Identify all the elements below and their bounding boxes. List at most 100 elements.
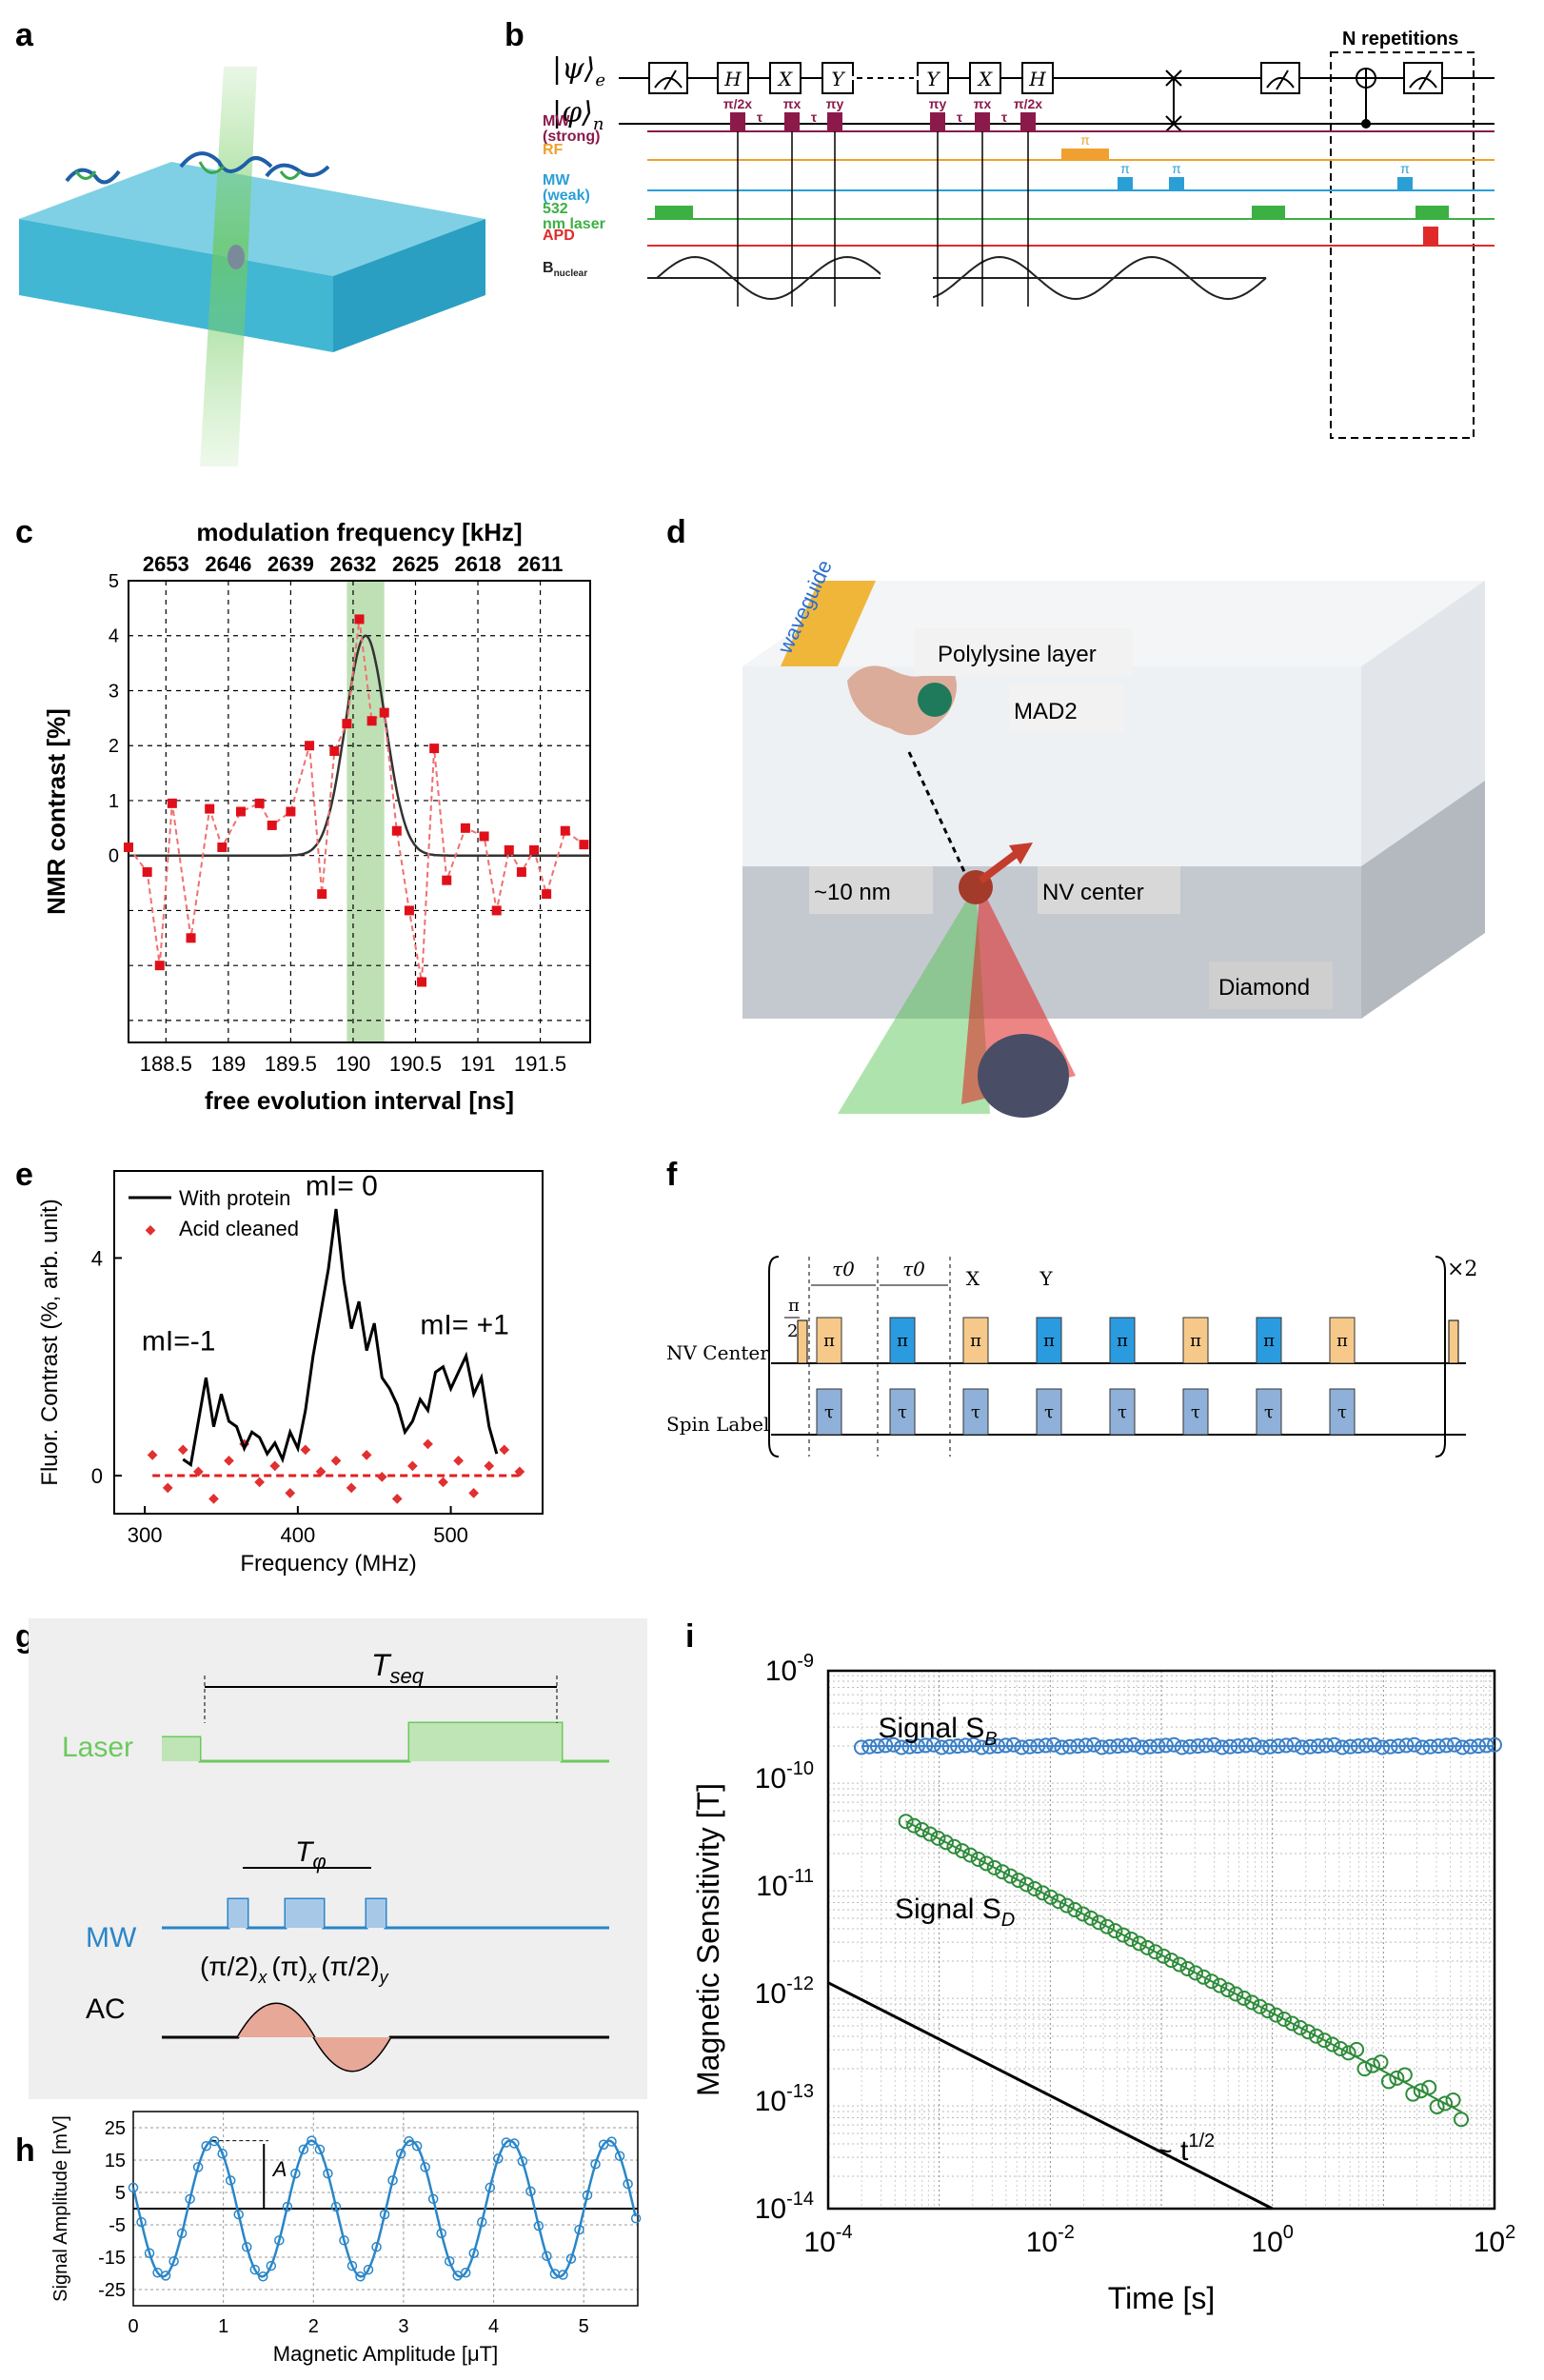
psi-e-label: |ψ⟩e <box>552 52 605 90</box>
signal-sd-point <box>1356 2061 1373 2077</box>
signal-sd-point <box>1219 1982 1236 1998</box>
signal-sd-point <box>1067 1902 1083 1918</box>
signal-sd-point <box>1405 2086 1421 2102</box>
signal-sb-point <box>1222 1738 1238 1755</box>
signal-sd-point <box>1019 1876 1035 1893</box>
signal-sb-point <box>1431 1738 1447 1755</box>
signal-sd-point <box>1091 1914 1107 1931</box>
acid-point: ◆ <box>193 1462 204 1478</box>
signal-sb-point <box>990 1738 1006 1755</box>
measure-gate-2 <box>1260 62 1300 94</box>
panel-label-a: a <box>15 17 33 53</box>
signal-sb-point <box>998 1737 1014 1754</box>
weak-pulse-label: π <box>1172 161 1181 176</box>
signal-sb-point <box>1478 1737 1495 1754</box>
signal-sb-point <box>1021 1738 1038 1755</box>
reference-label: ~ t1/2 <box>1156 2131 1215 2167</box>
signal-sd-point <box>1163 1953 1179 1969</box>
signal-point <box>395 2148 406 2159</box>
pulse-label: π/2x <box>1014 96 1042 111</box>
signal-sd-point <box>1147 1944 1163 1960</box>
acid-point: ◆ <box>254 1474 265 1489</box>
data-point <box>205 803 215 814</box>
gate-box <box>1021 62 1054 94</box>
tau0-label-2: τ0 <box>902 1258 925 1280</box>
signal-sd-point <box>1083 1910 1099 1926</box>
signal-sb-point <box>1487 1736 1502 1753</box>
signal-sb-point <box>1278 1737 1295 1754</box>
row-label: Bnuclear <box>543 260 587 279</box>
signal-sd-point <box>938 1835 954 1851</box>
pulse-label: τ <box>957 109 963 125</box>
green-cone <box>838 885 990 1114</box>
signal-sb-label: Signal SB <box>879 1713 998 1750</box>
signal-point <box>509 2138 520 2149</box>
nv-spin <box>228 245 245 269</box>
laser-label: Laser <box>62 1732 133 1763</box>
y-tick-label: -5 <box>109 2215 126 2236</box>
signal-point <box>477 2216 487 2228</box>
signal-sb-point <box>1190 1738 1206 1755</box>
acid-point: ◆ <box>499 1440 509 1456</box>
signal-point <box>387 2175 398 2186</box>
signal-sd-point <box>1099 1918 1116 1934</box>
signal-sb-point <box>1086 1736 1102 1753</box>
top-tick-label: 2618 <box>455 552 502 576</box>
gate-label: H <box>723 68 742 90</box>
signal-sb-point <box>1422 1738 1438 1755</box>
acid-point: ◆ <box>377 1468 387 1483</box>
signal-point <box>533 2220 544 2231</box>
mw-strong-pulse <box>827 112 842 131</box>
signal-sd-point <box>954 1843 970 1859</box>
signal-point <box>517 2155 528 2167</box>
x-tick-label: 100 <box>1251 2222 1294 2258</box>
panel-d-illustration: waveguide Polylysine layer MAD2 ~10 nm N… <box>742 556 1485 1118</box>
legend-acid-cleaned: Acid cleaned <box>179 1217 299 1240</box>
gaussian-fit <box>129 634 590 857</box>
row-label: RF <box>543 142 564 158</box>
signal-point <box>404 2135 414 2147</box>
spin-tau-label: τ <box>898 1402 907 1422</box>
data-point <box>560 825 570 836</box>
data-point <box>305 741 315 751</box>
signal-sb-point <box>1198 1737 1214 1754</box>
y-tick-label: 5 <box>109 571 119 592</box>
x-tick-label: 300 <box>128 1523 163 1547</box>
signal-point <box>168 2256 179 2267</box>
signal-sb-point <box>1471 1738 1487 1755</box>
signal-sd-point <box>906 1817 922 1834</box>
spin-tau-pulse <box>1182 1388 1209 1436</box>
signal-sd-point <box>1429 2098 1445 2114</box>
x-tick-label: 102 <box>1474 2222 1516 2258</box>
y-tick-label: 2 <box>109 736 119 757</box>
data-point <box>504 844 514 855</box>
signal-sd-point <box>1373 2054 1389 2071</box>
signal-point <box>249 2264 261 2275</box>
nv-pi-label: π <box>1336 1331 1348 1351</box>
signal-sd-point <box>986 1859 1002 1875</box>
signal-sb-point <box>1094 1739 1110 1755</box>
signal-sd-point <box>1333 2040 1349 2056</box>
amplitude-label: A <box>271 2157 287 2181</box>
pulse-label: τ <box>1001 109 1008 125</box>
weak-pulse-label: π <box>1400 161 1410 176</box>
repeat-label: ×2 <box>1447 1258 1477 1281</box>
y-tick-label: 10-12 <box>755 1973 814 2010</box>
signal-sb-point <box>974 1739 990 1755</box>
gate-label: Y <box>831 68 845 90</box>
signal-sb-point <box>925 1736 941 1753</box>
right-bracket <box>1435 1256 1446 1458</box>
pulse-label: πy <box>929 96 947 111</box>
signal-sd-point <box>1212 1977 1228 1993</box>
signal-sb-point <box>1310 1738 1326 1755</box>
signal-sb-point <box>1326 1736 1342 1753</box>
data-point <box>286 806 296 817</box>
signal-sd-point <box>1389 2070 1405 2086</box>
signal-sb-point <box>1254 1739 1270 1755</box>
signal-sd-point <box>1292 2019 1308 2035</box>
signal-point <box>307 2135 317 2146</box>
x-tick-label: 5 <box>579 2316 589 2337</box>
signal-point <box>614 2151 625 2161</box>
signal-sb-point <box>1455 1739 1471 1755</box>
signal-sb-point <box>1358 1737 1375 1754</box>
